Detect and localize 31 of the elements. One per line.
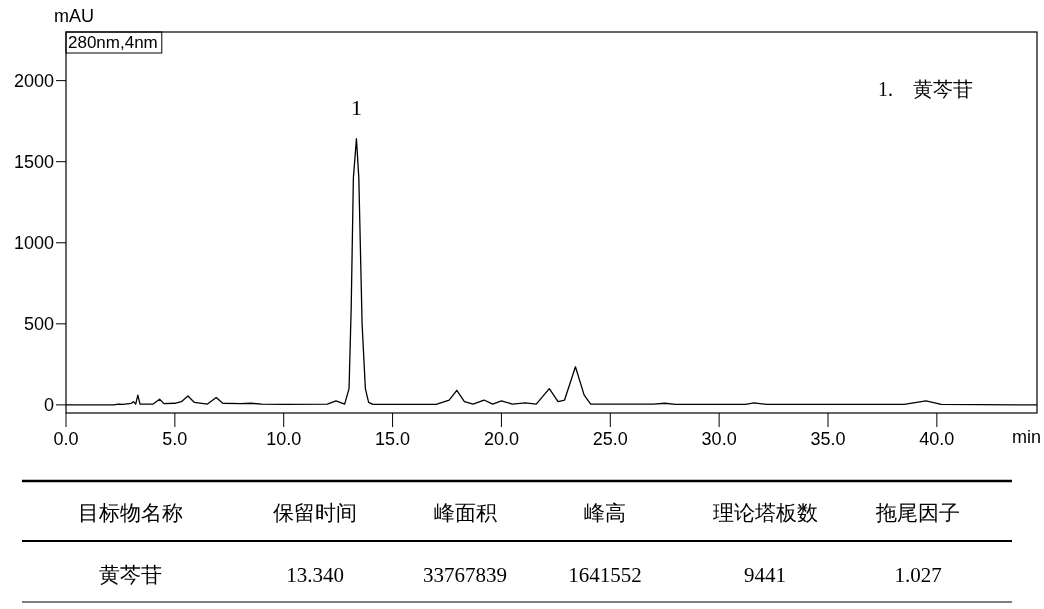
- y-axis-title: mAU: [54, 6, 94, 26]
- x-tick-label: 5.0: [162, 429, 188, 449]
- text: 1641552: [568, 563, 642, 587]
- text: 理论塔板数: [712, 501, 818, 525]
- annotation: 1: [350, 94, 362, 120]
- x-tick-label: 35.0: [810, 429, 846, 449]
- x-tick-label: 20.0: [483, 429, 519, 449]
- text: 保留时间: [273, 501, 357, 525]
- x-tick-label: 15.0: [375, 429, 411, 449]
- text: 33767839: [423, 563, 507, 587]
- text: 目标物名称: [77, 501, 183, 525]
- text: 黄芩苷: [98, 563, 162, 587]
- x-tick-label: 10.0: [266, 429, 302, 449]
- annotation: 280nm,4nm: [68, 33, 158, 52]
- y-tick-label: 1000: [13, 232, 54, 253]
- annotation: 1. 黄芩苷: [878, 78, 973, 100]
- text: 拖尾因子: [875, 501, 960, 525]
- text: 峰面积: [433, 501, 497, 525]
- y-tick-label: 0: [43, 394, 54, 415]
- x-tick-label: 30.0: [701, 429, 737, 449]
- x-tick-label: 0.0: [53, 429, 79, 449]
- text: 峰高: [584, 501, 626, 525]
- text: 9441: [744, 563, 786, 587]
- x-axis-title: min: [1011, 427, 1041, 447]
- text: 1.027: [894, 563, 942, 587]
- x-tick-label: 40.0: [919, 429, 955, 449]
- y-tick-label: 500: [23, 313, 54, 334]
- x-tick-label: 25.0: [592, 429, 628, 449]
- text: 13.340: [286, 563, 344, 587]
- y-tick-label: 1500: [13, 151, 54, 172]
- y-tick-label: 2000: [13, 70, 54, 91]
